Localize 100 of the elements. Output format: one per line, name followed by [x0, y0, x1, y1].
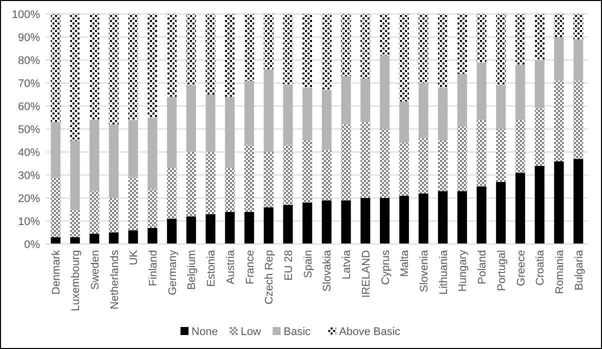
bar [496, 182, 506, 244]
bar [438, 14, 448, 88]
bar [225, 14, 235, 97]
bar [264, 14, 274, 70]
bar [457, 126, 468, 192]
bar [206, 214, 216, 244]
bar [186, 85, 196, 152]
bar [206, 152, 216, 214]
bar [148, 188, 158, 228]
bar [399, 14, 409, 102]
legend-label: None [192, 326, 218, 338]
x-tick-label: Finland [147, 250, 160, 286]
x-tick-label: Austria [224, 249, 237, 284]
bar [186, 216, 196, 244]
y-tick-label: 40% [18, 146, 40, 159]
x-tick-label: Netherlands [108, 250, 121, 310]
bar [534, 60, 544, 108]
x-tick-label: Hungary [457, 250, 470, 292]
bar [534, 14, 544, 60]
x-tick-label: UK [128, 249, 140, 266]
x-tick-label: Malta [399, 249, 412, 277]
bar [554, 80, 564, 162]
x-tick-label: Slovenia [418, 249, 430, 292]
bar [283, 204, 293, 244]
bar [360, 14, 370, 78]
bar [283, 14, 293, 86]
bar [380, 55, 390, 129]
bar [476, 14, 486, 62]
bar [166, 96, 177, 168]
bar [90, 120, 100, 192]
bar [399, 142, 409, 196]
bar [244, 14, 254, 81]
bar [322, 200, 332, 244]
bar [225, 168, 235, 212]
x-tick-label: France [244, 250, 256, 284]
bar [225, 96, 235, 168]
bar [186, 152, 196, 216]
y-tick-label: 100% [12, 8, 40, 21]
bar [360, 198, 370, 244]
bar [50, 122, 61, 178]
legend-label: Above Basic [339, 326, 401, 338]
y-tick-label: 30% [18, 170, 40, 182]
x-tick-label: Romania [554, 249, 566, 294]
legend-label: Low [240, 326, 261, 338]
y-tick-label: 80% [18, 54, 40, 67]
bar [108, 124, 119, 198]
x-tick-label: Latvia [341, 249, 354, 280]
bar [148, 118, 158, 189]
bar [264, 207, 274, 244]
bar [554, 37, 564, 81]
legend-label: Basic [284, 326, 312, 338]
bar [70, 140, 80, 210]
bar [244, 80, 254, 146]
bar [166, 218, 177, 244]
x-tick-label: Czech Rep [264, 250, 276, 304]
bar [108, 232, 119, 244]
bar [90, 14, 100, 120]
bar [244, 212, 254, 244]
bar [264, 69, 274, 152]
bar [573, 39, 584, 81]
bar [457, 74, 468, 127]
x-tick-label: EU 28 [282, 250, 295, 281]
x-tick-label: Bulgaria [573, 249, 586, 290]
bar [206, 94, 216, 152]
bar [128, 230, 138, 244]
x-tick-label: Sweden [89, 250, 102, 290]
bar [399, 196, 409, 244]
bar [380, 129, 390, 198]
bar [302, 202, 312, 244]
bar [476, 120, 486, 186]
bar [573, 158, 584, 244]
y-tick-label: 60% [18, 100, 40, 113]
bar [148, 14, 158, 118]
bar [573, 80, 584, 159]
bar [341, 200, 351, 244]
bar [50, 177, 61, 238]
bar [148, 228, 158, 244]
x-tick-label: IRELAND [360, 250, 372, 298]
bar [166, 14, 177, 97]
x-tick-label: Poland [476, 250, 489, 284]
bar [418, 14, 428, 83]
bar [166, 168, 177, 219]
bar [50, 14, 61, 122]
bar [283, 85, 293, 146]
bar [302, 14, 312, 88]
bar [515, 14, 526, 65]
y-tick-label: 50% [18, 124, 40, 136]
x-tick-label: Belgium [186, 250, 198, 290]
x-tick-label: Luxembourg [70, 250, 82, 312]
bar [360, 78, 370, 122]
x-tick-label: Germany [166, 250, 179, 296]
y-tick-label: 70% [18, 78, 40, 90]
x-tick-label: Croatia [534, 249, 547, 286]
bar [438, 88, 448, 140]
bar [418, 193, 428, 244]
bar [186, 14, 196, 86]
x-tick-label: Denmark [50, 250, 63, 295]
bar [302, 140, 312, 203]
bar [90, 234, 100, 244]
bar [438, 191, 448, 244]
